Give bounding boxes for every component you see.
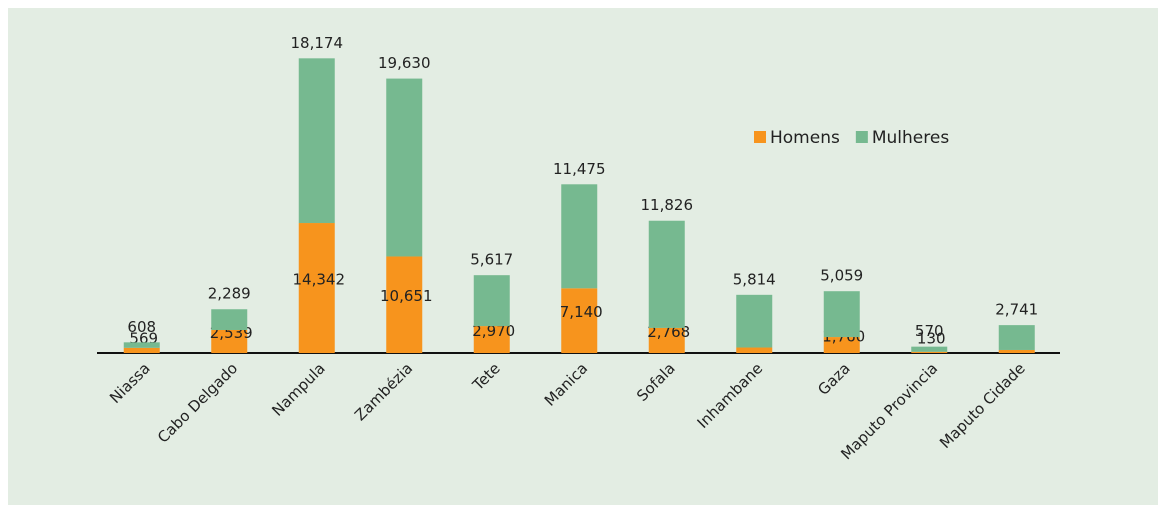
bar-segment <box>823 291 860 338</box>
value-label: 570 <box>915 322 944 340</box>
bar-segment <box>736 294 773 348</box>
bar-segment <box>386 256 423 353</box>
bar-segment <box>736 347 773 353</box>
bar-segment <box>998 349 1035 353</box>
bar-segment <box>911 346 948 352</box>
bar-segment <box>823 337 860 353</box>
bar-segment <box>123 347 160 353</box>
value-label: 2,970 <box>472 322 515 340</box>
bar-segment <box>911 351 948 353</box>
value-label: 2,741 <box>995 301 1038 319</box>
legend-label: Mulheres <box>872 128 949 148</box>
bar-segment <box>211 329 248 353</box>
bar-segment <box>648 220 685 328</box>
value-label: 5,059 <box>820 267 863 285</box>
bar-segment <box>123 342 160 348</box>
legend-swatch <box>855 131 868 143</box>
value-label: 5,617 <box>470 251 513 269</box>
value-label: 11,826 <box>641 196 694 214</box>
bar-segment <box>473 326 510 353</box>
bar-segment <box>998 325 1035 350</box>
bar-segment <box>561 288 598 353</box>
bar-segment <box>298 58 335 224</box>
bar-segment <box>561 184 598 289</box>
legend-swatch <box>754 131 766 143</box>
value-label: 608 <box>127 318 156 336</box>
value-label: 19,630 <box>378 54 431 72</box>
bar-segment <box>211 309 248 330</box>
value-label: 7,140 <box>560 303 603 321</box>
bar-segment <box>473 275 510 327</box>
bar-segment <box>648 327 685 353</box>
legend-label: Homens <box>770 128 840 148</box>
bar-segment <box>298 223 335 353</box>
value-label: 130 <box>917 330 946 348</box>
value-label: 2,289 <box>208 285 251 303</box>
value-label: 14,342 <box>293 271 346 289</box>
value-label: 18,174 <box>291 34 344 52</box>
bar-segment <box>386 78 423 257</box>
value-label: 11,475 <box>553 160 606 178</box>
value-label: 10,651 <box>380 287 433 305</box>
value-label: 5,814 <box>733 270 776 288</box>
